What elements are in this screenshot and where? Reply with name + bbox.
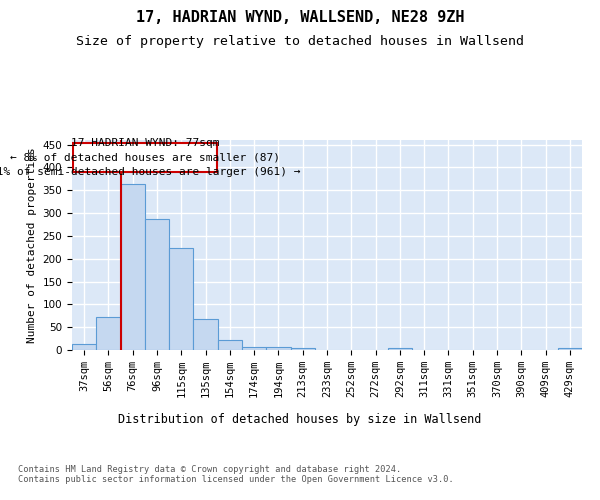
Text: 17, HADRIAN WYND, WALLSEND, NE28 9ZH: 17, HADRIAN WYND, WALLSEND, NE28 9ZH — [136, 10, 464, 25]
Bar — [72, 344, 96, 350]
Bar — [145, 218, 169, 350]
Bar — [388, 348, 412, 350]
Bar — [218, 340, 242, 350]
Bar — [558, 348, 582, 350]
Y-axis label: Number of detached properties: Number of detached properties — [27, 147, 37, 343]
Bar — [169, 248, 193, 350]
Bar — [193, 320, 218, 350]
FancyBboxPatch shape — [73, 143, 217, 172]
Bar — [266, 347, 290, 350]
Bar — [121, 184, 145, 350]
Bar — [242, 347, 266, 350]
Text: Size of property relative to detached houses in Wallsend: Size of property relative to detached ho… — [76, 35, 524, 48]
Bar — [96, 317, 121, 350]
Text: Contains HM Land Registry data © Crown copyright and database right 2024.
Contai: Contains HM Land Registry data © Crown c… — [18, 465, 454, 484]
Text: Distribution of detached houses by size in Wallsend: Distribution of detached houses by size … — [118, 412, 482, 426]
Bar — [290, 348, 315, 350]
Text: 17 HADRIAN WYND: 77sqm
← 8% of detached houses are smaller (87)
91% of semi-deta: 17 HADRIAN WYND: 77sqm ← 8% of detached … — [0, 138, 300, 177]
